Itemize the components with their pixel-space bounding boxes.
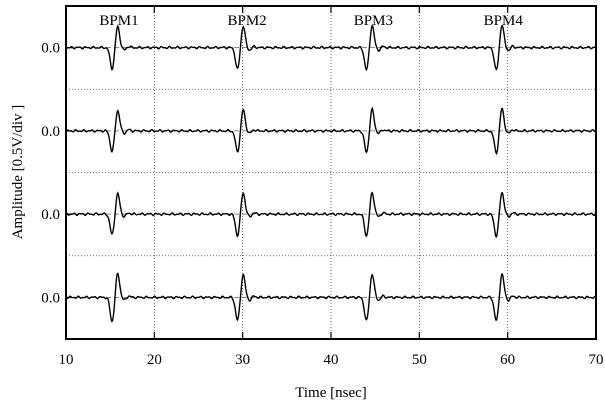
trace-panel-2: [65, 106, 597, 156]
y-axis-label: Amplitude [0.5V/div ]: [10, 105, 26, 240]
x-tick-label-40: 40: [324, 352, 339, 368]
bpm-label-2: BPM2: [227, 13, 266, 29]
x-tick-label-30: 30: [235, 352, 250, 368]
x-axis-label: Time [nsec]: [295, 385, 367, 401]
x-axis-ticks: [65, 6, 597, 339]
signal-traces: [65, 24, 597, 323]
x-tick-label-20: 20: [147, 352, 162, 368]
labels: 10 20 30 40 50 60 70 0.0 0.0 0.0 0.0 BPM1 BPM2 BPM3 BP…: [41, 13, 603, 368]
x-tick-label-10: 10: [59, 352, 74, 368]
bpm-label-3: BPM3: [354, 13, 393, 29]
x-tick-label-50: 50: [412, 352, 427, 368]
bpm-label-1: BPM1: [99, 13, 138, 29]
x-tick-label-60: 60: [500, 352, 515, 368]
trace-panel-1: [65, 24, 597, 72]
zero-label-panel-1: 0.0: [41, 41, 60, 57]
zero-label-panel-3: 0.0: [41, 207, 60, 223]
bpm-label-4: BPM4: [484, 13, 524, 29]
x-tick-label-70: 70: [589, 352, 604, 368]
trace-panel-4: [65, 272, 597, 323]
trace-panel-3: [65, 191, 597, 238]
zero-label-panel-2: 0.0: [41, 124, 60, 140]
zero-label-panel-4: 0.0: [41, 290, 60, 306]
grid: [66, 6, 596, 339]
